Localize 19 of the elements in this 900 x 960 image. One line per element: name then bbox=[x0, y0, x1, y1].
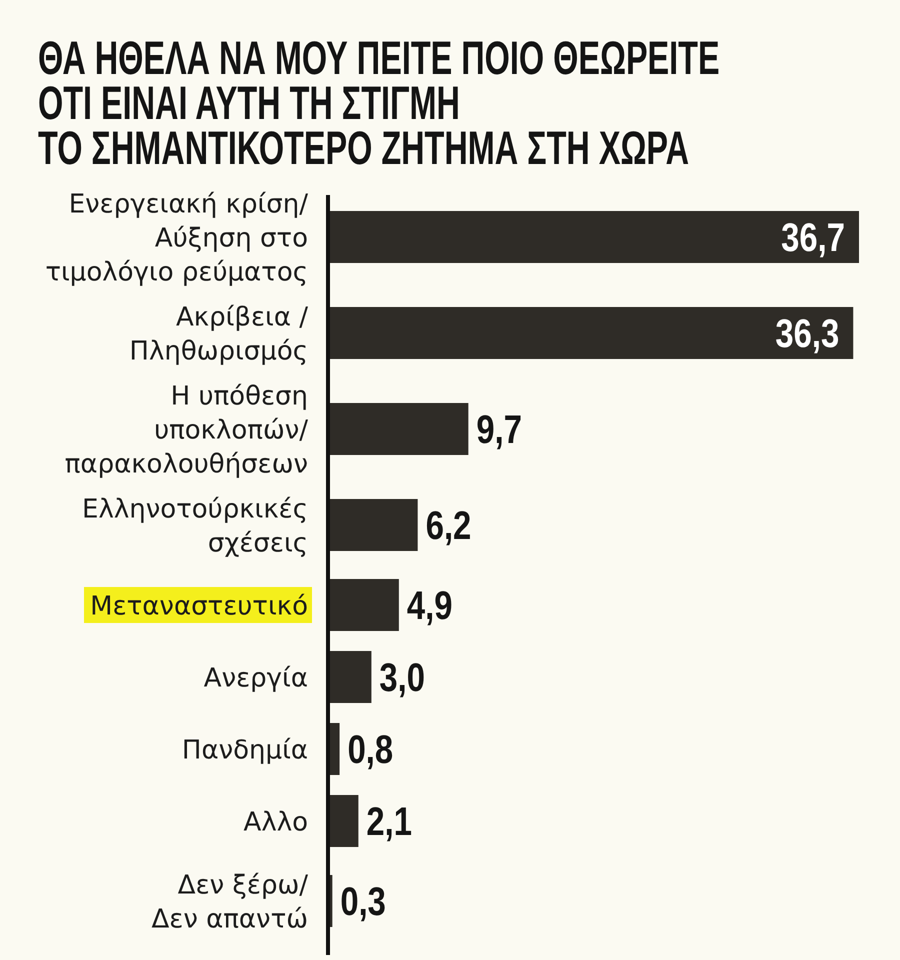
data-label: 36,3 bbox=[775, 310, 840, 356]
y-tick-label: Αλλο bbox=[244, 807, 308, 838]
y-tick-label: Δεν ξέρω/ Δεν απαντώ bbox=[151, 870, 308, 934]
y-tick-label: Πανδημία bbox=[182, 735, 308, 766]
chart-title: ΘΑ ΗΘΕΛΑ ΝΑ ΜΟΥ ΠΕΙΤΕ ΠΟΙΟ ΘΕΩΡΕΙΤΕ ΟΤΙ ΕΙΝΑΙ ΑΥΤΗ ΤΗ ΣΤΙΓΜΗ ΤΟ ΣΗΜΑΝΤΙΚΟΤΕΡΟ ΖΗΤΗΜΑ ΣΤΗ ΧΩΡΑ bbox=[38, 30, 720, 174]
y-tick-label: Ελληνοτούρκικές σχέσεις bbox=[82, 494, 308, 558]
data-label: 6,2 bbox=[426, 502, 472, 548]
data-label: 4,9 bbox=[406, 582, 452, 628]
data-label: 2,1 bbox=[366, 798, 412, 844]
y-tick-label: Ακρίβεια / Πληθωρισμός bbox=[129, 302, 308, 366]
data-label: 3,0 bbox=[379, 654, 425, 700]
data-label: 0,3 bbox=[340, 878, 386, 924]
data-label: 36,7 bbox=[781, 214, 845, 260]
y-tick-label: Ενεργειακή κρίση/ Αύξηση στο τιμολόγιο ρεύματος bbox=[45, 189, 308, 288]
data-label: 0,8 bbox=[348, 726, 394, 772]
y-tick-label: Η υπόθεση υποκλοπών/ παρακολουθήσεων bbox=[64, 381, 308, 480]
y-tick-label: Μεταναστευτικό bbox=[90, 591, 308, 622]
y-tick-label: Ανεργία bbox=[204, 663, 308, 694]
data-label: 9,7 bbox=[476, 406, 522, 452]
